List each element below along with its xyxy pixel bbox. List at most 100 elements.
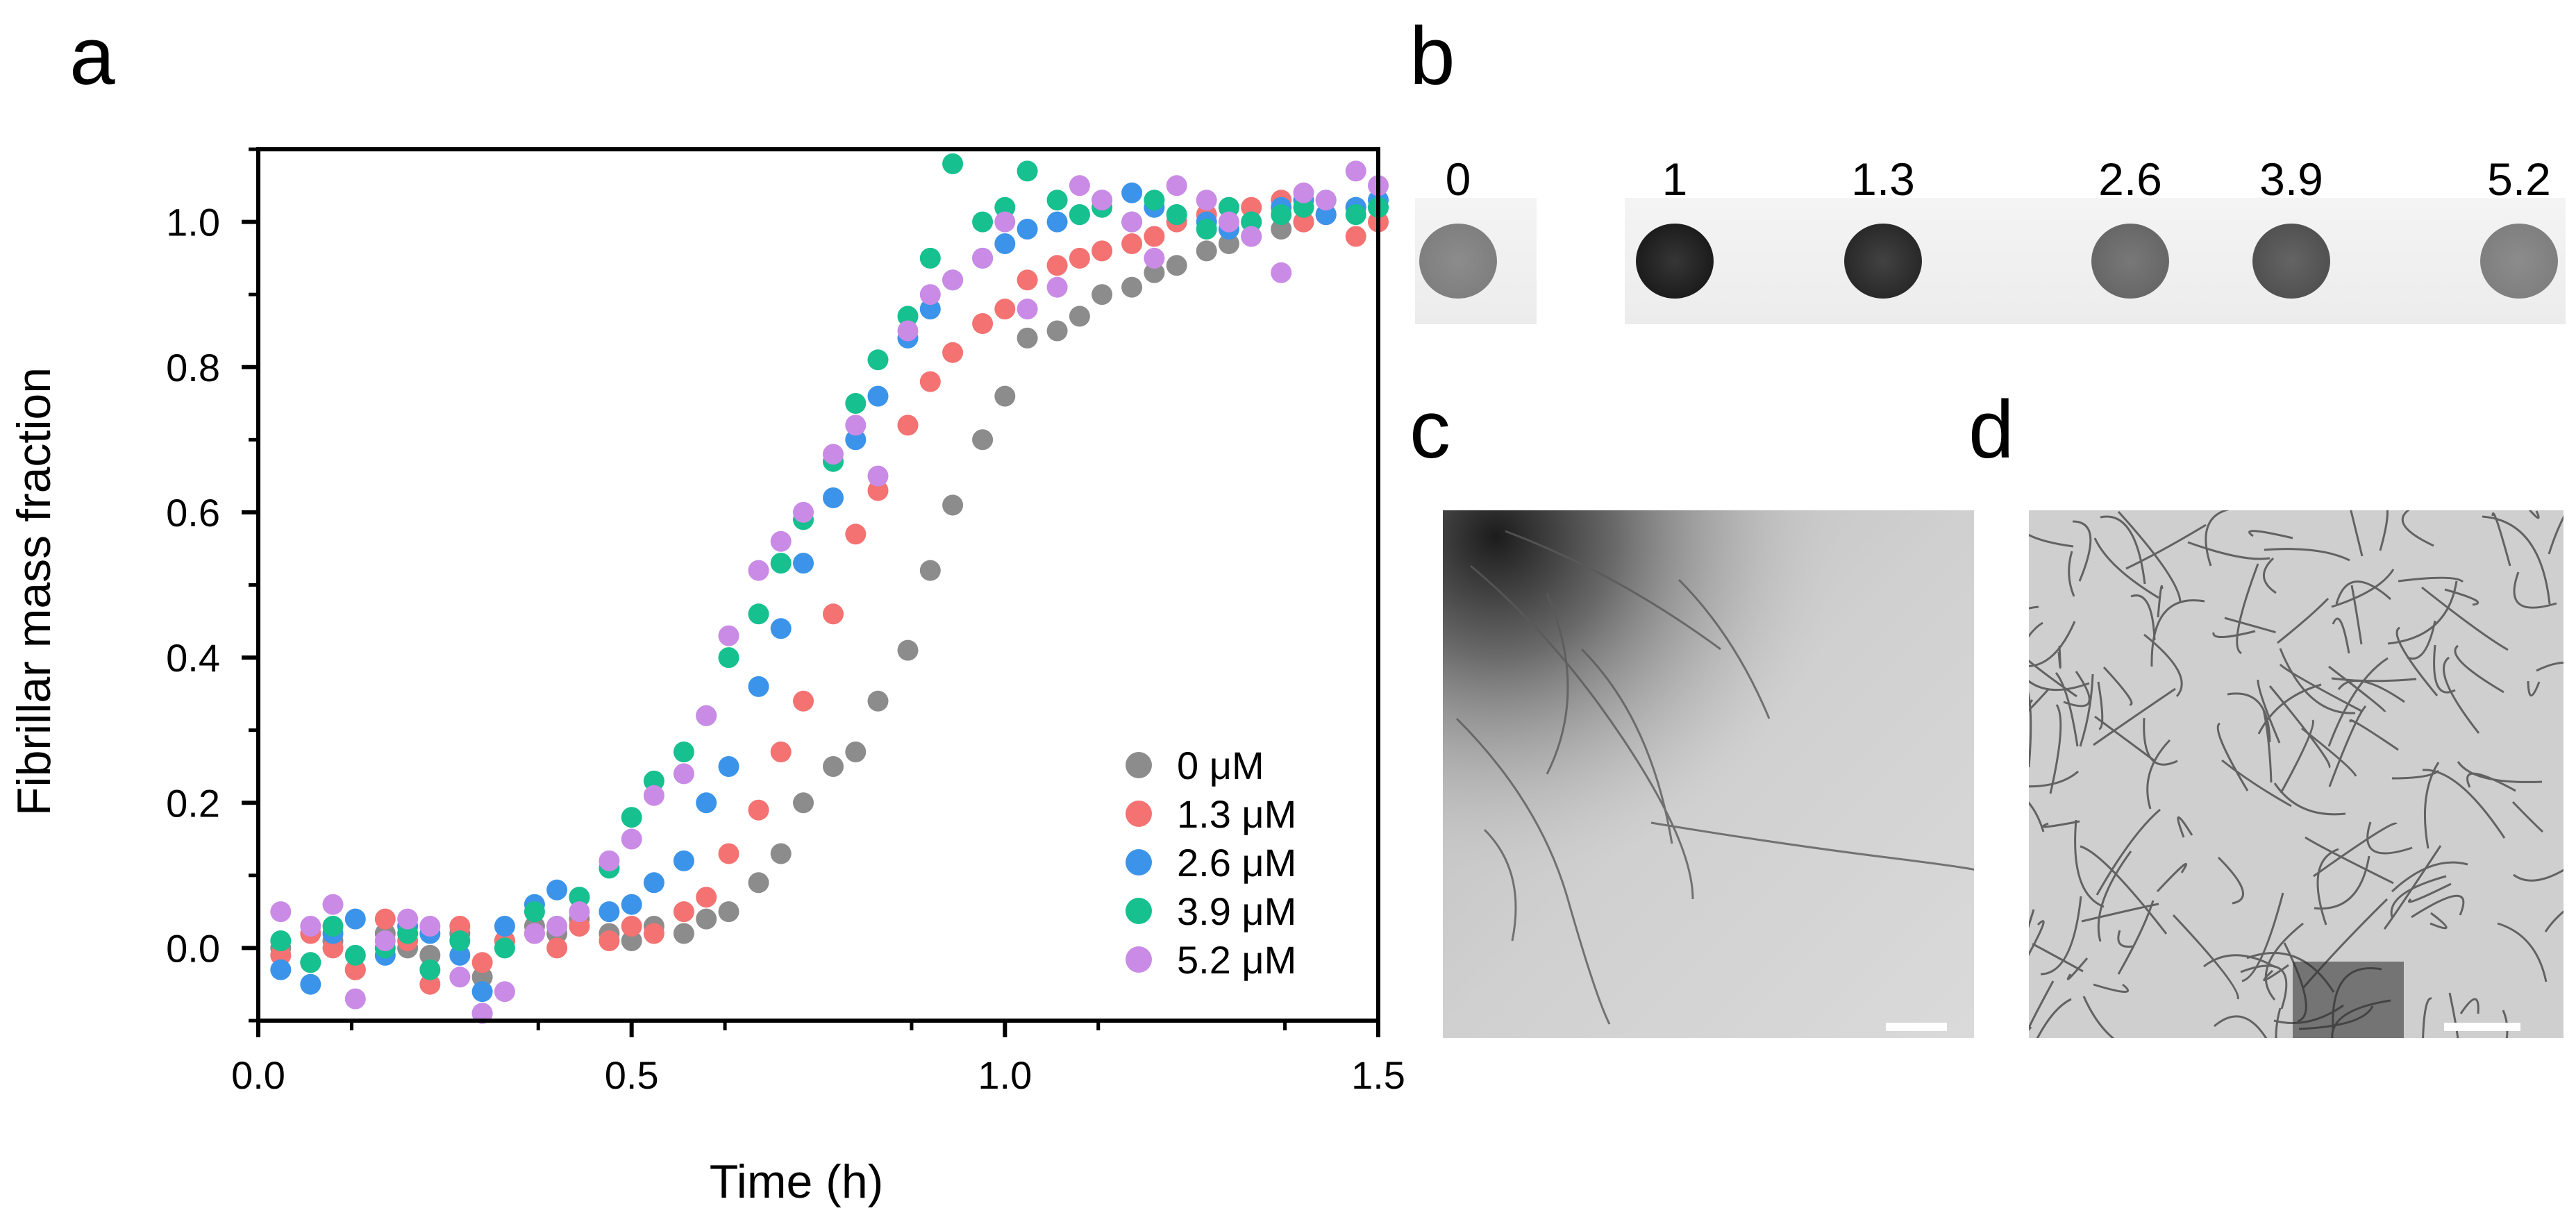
point-2-42 [1293, 211, 1314, 233]
point-3-43 [1315, 204, 1337, 226]
point-2-23 [823, 603, 844, 625]
fibril [2029, 621, 2076, 667]
point-5-3 [322, 894, 344, 915]
fibril [2248, 530, 2293, 539]
point-5-35 [1121, 211, 1143, 233]
fibril [2063, 671, 2091, 707]
point-2-44 [1345, 226, 1366, 247]
point-5-14 [599, 850, 620, 871]
point-5-25 [867, 465, 889, 487]
point-4-38 [1196, 219, 1217, 240]
fibril [2117, 510, 2182, 602]
fibril [2305, 836, 2394, 885]
point-5-36 [1144, 247, 1165, 269]
y-axis-label: Fibrillar mass fraction [8, 367, 60, 816]
fibril [2390, 875, 2447, 918]
point-2-3 [322, 937, 344, 959]
point-5-7 [419, 916, 441, 937]
fibril [2527, 680, 2541, 697]
scale-bar-c [1886, 1023, 1947, 1031]
point-1-41 [1271, 219, 1292, 240]
point-4-32 [1046, 190, 1068, 211]
point-2-15 [621, 916, 642, 937]
y-tick-label: 0.8 [166, 346, 220, 390]
fibril [2236, 563, 2259, 655]
blot-dot [2252, 224, 2330, 299]
point-4-10 [494, 937, 515, 959]
point-3-25 [867, 385, 889, 407]
point-5-2 [300, 916, 321, 937]
point-2-29 [972, 313, 994, 334]
fibril [2513, 571, 2557, 609]
fibril [2081, 903, 2159, 923]
point-5-33 [1069, 175, 1090, 196]
point-2-30 [994, 299, 1016, 320]
fibril [2257, 683, 2322, 735]
fibril [2221, 759, 2292, 807]
point-2-32 [1046, 255, 1068, 276]
fibril [2429, 912, 2448, 930]
fibril [2279, 663, 2362, 712]
point-2-13 [569, 916, 590, 937]
y-tick-label: 0.4 [166, 636, 220, 680]
em-micrograph-c [1443, 510, 1974, 1038]
fibril [2157, 585, 2164, 618]
fibril [2057, 645, 2061, 669]
point-2-36 [1144, 226, 1165, 247]
fibril [2093, 687, 2176, 746]
point-5-27 [919, 284, 941, 305]
fibril [2150, 599, 2205, 667]
fibril [2536, 661, 2564, 672]
point-2-14 [599, 930, 620, 951]
concentration-label: 1.3 [1851, 153, 1915, 205]
fibril [2216, 722, 2249, 792]
point-2-20 [748, 799, 769, 821]
point-5-41 [1271, 262, 1292, 283]
fibril [2055, 672, 2079, 747]
fibril [2548, 515, 2564, 555]
fibril [2422, 769, 2506, 839]
point-3-2 [300, 973, 321, 995]
fibril [2093, 537, 2159, 599]
point-4-41 [1271, 204, 1292, 226]
fibril [2100, 515, 2146, 585]
point-3-17 [673, 850, 694, 871]
point-1-21 [770, 843, 792, 864]
x-axis-label: Time (h) [710, 1155, 884, 1208]
point-4-28 [942, 153, 964, 174]
fibril [2029, 909, 2035, 929]
point-5-21 [770, 530, 792, 552]
fibril [2279, 648, 2356, 714]
fibril [2072, 520, 2092, 582]
point-5-22 [793, 501, 814, 523]
point-5-42 [1293, 182, 1314, 203]
point-1-20 [748, 872, 769, 894]
fibril [2040, 896, 2082, 975]
fibril [2491, 512, 2511, 567]
point-1-19 [718, 901, 739, 923]
fibril [2366, 821, 2413, 855]
point-3-27 [919, 299, 941, 320]
point-5-24 [845, 414, 867, 436]
legend-label: 3.9 μM [1177, 889, 1296, 933]
fibril [2327, 657, 2389, 747]
point-3-22 [793, 553, 814, 574]
point-1-36 [1144, 262, 1165, 283]
point-5-11 [524, 923, 545, 944]
point-3-35 [1121, 182, 1143, 203]
point-5-18 [696, 705, 717, 726]
fibril [2391, 861, 2468, 893]
point-3-9 [471, 981, 493, 1003]
point-4-36 [1144, 190, 1165, 211]
fibril [2457, 761, 2543, 783]
point-4-15 [621, 807, 642, 828]
blot-dot [2480, 224, 2558, 299]
point-1-39 [1218, 233, 1239, 254]
panel-letter-d: d [1968, 384, 2014, 476]
point-5-30 [994, 211, 1016, 233]
fibril [2029, 533, 2074, 548]
point-2-18 [696, 887, 717, 908]
fibril [2257, 679, 2281, 744]
